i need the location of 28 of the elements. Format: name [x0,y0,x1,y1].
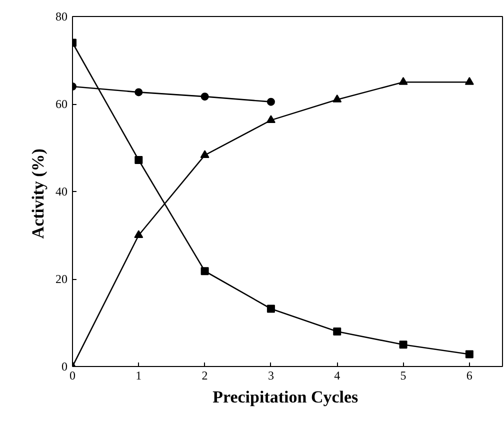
y-tick-label: 60 [56,97,68,111]
point [200,92,209,101]
point [266,98,275,106]
x-tick-label: 4 [334,368,340,382]
point [200,150,210,158]
y-axis-title: Activity (%) [28,148,48,239]
y-tick-label: 20 [56,272,68,286]
point [465,350,474,358]
point [464,77,474,85]
x-axis-title: Precipitation Cycles [212,388,359,406]
point [266,115,276,123]
point [399,340,408,349]
x-tick-label: 5 [400,368,406,382]
x-tick-label: 1 [136,368,142,382]
point [134,230,144,238]
point [134,88,143,96]
x-tick-label: 3 [268,368,274,382]
point [266,304,275,313]
y-tick-label: 40 [56,184,68,198]
point [333,328,342,336]
y-tick-label: 0 [62,360,68,374]
x-tick-label: 6 [466,368,472,382]
y-tick-label: 80 [56,10,68,24]
x-tick-label: 2 [202,368,208,382]
point [398,77,408,85]
point [332,94,342,102]
point [200,267,209,276]
point [134,156,143,164]
